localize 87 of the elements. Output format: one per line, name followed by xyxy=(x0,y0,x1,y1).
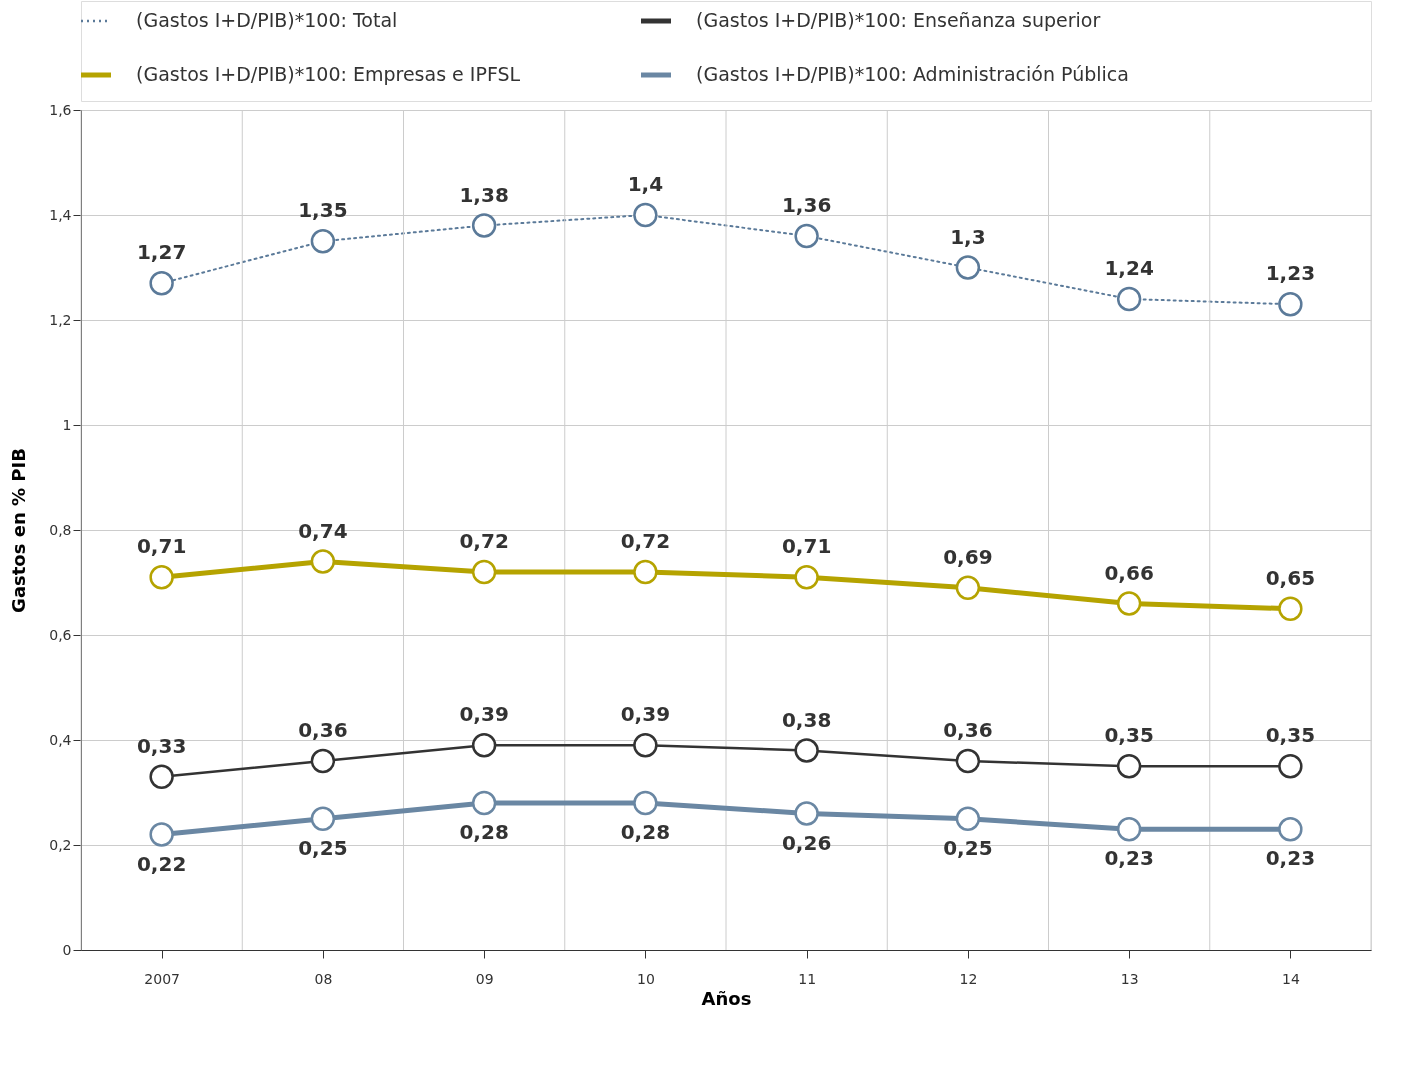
data-label: 0,28 xyxy=(620,820,671,844)
point xyxy=(955,575,981,600)
point xyxy=(633,790,658,816)
x-axis-title: Años xyxy=(701,987,752,1009)
data-label: 1,35 xyxy=(298,198,348,223)
y-tick-label: 1,6 xyxy=(49,101,72,118)
data-label: 0,25 xyxy=(298,835,348,860)
point xyxy=(310,229,336,254)
point xyxy=(471,733,497,758)
legend-label: (Gastos I+D/PIB)*100: Total xyxy=(136,9,398,31)
point xyxy=(633,733,658,758)
y-tick-label: 1,2 xyxy=(49,311,72,328)
x-tick-label: 13 xyxy=(1120,970,1139,987)
y-tick-label: 0,4 xyxy=(49,731,72,748)
point xyxy=(471,790,497,816)
point xyxy=(1116,286,1142,312)
data-label: 0,69 xyxy=(943,544,993,569)
data-label: 0,23 xyxy=(1104,846,1154,871)
data-label: 0,72 xyxy=(620,529,671,553)
data-label: 0,25 xyxy=(943,835,993,860)
point xyxy=(1116,754,1142,779)
data-label: 0,74 xyxy=(298,518,348,543)
data-label: 0,38 xyxy=(781,707,832,732)
data-label: 1,4 xyxy=(627,172,664,196)
x-tick-label: 12 xyxy=(959,970,978,987)
data-label: 0,71 xyxy=(136,534,187,559)
data-label: 1,38 xyxy=(459,182,509,207)
point xyxy=(1278,754,1303,779)
point xyxy=(149,565,174,590)
point xyxy=(1278,292,1303,317)
point xyxy=(955,255,981,280)
x-tick-label: 2007 xyxy=(144,970,180,987)
point xyxy=(794,565,819,590)
point xyxy=(471,559,497,585)
y-tick-label: 1,4 xyxy=(49,206,72,223)
point xyxy=(471,213,497,238)
point xyxy=(794,738,819,763)
legend-label: (Gastos I+D/PIB)*100: Administración Pública xyxy=(696,63,1129,85)
x-tick-label: 10 xyxy=(636,970,655,987)
y-tick-label: 0,8 xyxy=(49,521,72,538)
y-axis-title: Gastos en % PIB xyxy=(8,448,30,613)
point xyxy=(310,806,336,831)
point xyxy=(955,806,981,831)
x-tick-label: 14 xyxy=(1281,970,1300,987)
point xyxy=(149,822,174,847)
data-label: 0,36 xyxy=(298,718,348,742)
data-label: 0,35 xyxy=(1265,723,1316,748)
data-label: 0,28 xyxy=(459,820,509,844)
point xyxy=(310,549,336,574)
point xyxy=(955,748,981,774)
point xyxy=(310,748,336,774)
point xyxy=(1116,591,1142,616)
data-label: 0,71 xyxy=(781,534,832,559)
point xyxy=(1278,596,1303,621)
data-label: 1,23 xyxy=(1265,261,1316,286)
point xyxy=(1278,817,1303,842)
data-label: 0,35 xyxy=(1104,723,1154,748)
data-label: 0,23 xyxy=(1265,846,1316,871)
y-tick-label: 0,6 xyxy=(49,626,72,643)
y-tick-label: 0,2 xyxy=(49,836,72,853)
data-label: 1,3 xyxy=(950,224,986,249)
point xyxy=(633,559,658,585)
data-label: 0,39 xyxy=(620,702,671,727)
point xyxy=(794,801,819,826)
data-label: 0,26 xyxy=(781,830,832,855)
legend-label: (Gastos I+D/PIB)*100: Enseñanza superior xyxy=(696,9,1101,31)
y-tick-label: 1 xyxy=(62,416,72,433)
data-label: 0,36 xyxy=(943,718,993,742)
y-tick-label: 0 xyxy=(62,941,72,958)
point xyxy=(794,223,819,249)
data-label: 0,66 xyxy=(1104,560,1154,585)
x-tick-label: 09 xyxy=(475,970,494,987)
legend-label: (Gastos I+D/PIB)*100: Empresas e IPFSL xyxy=(136,63,521,85)
x-tick-label: 11 xyxy=(798,970,817,987)
data-label: 1,27 xyxy=(136,240,187,265)
x-tick-label: 08 xyxy=(314,970,333,987)
data-label: 0,33 xyxy=(136,733,187,758)
point xyxy=(633,202,658,228)
data-label: 0,72 xyxy=(459,529,509,553)
data-label: 1,24 xyxy=(1104,256,1154,280)
data-label: 1,36 xyxy=(781,193,832,217)
data-label: 0,22 xyxy=(136,851,187,876)
point xyxy=(1116,817,1142,842)
data-label: 0,65 xyxy=(1265,565,1316,590)
data-label: 0,39 xyxy=(459,702,509,727)
point xyxy=(149,764,174,789)
point xyxy=(149,271,174,296)
